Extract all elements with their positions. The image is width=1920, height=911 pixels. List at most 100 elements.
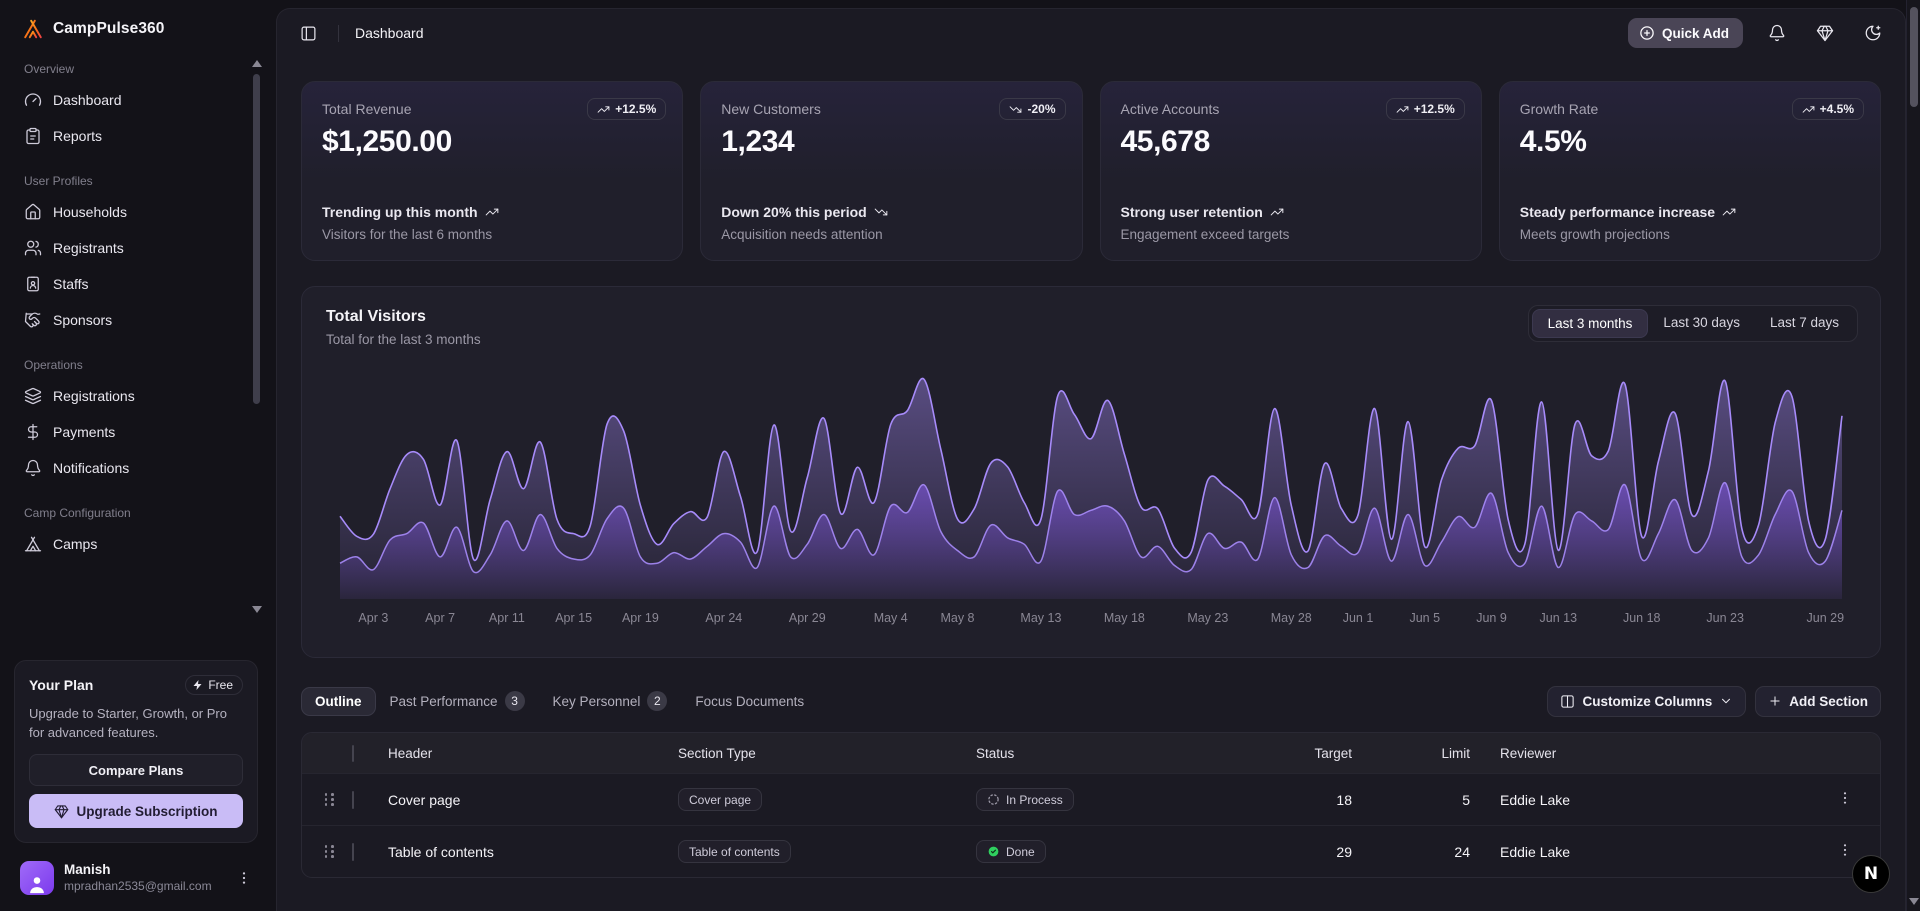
col-reviewer: Reviewer	[1500, 745, 1557, 761]
avatar	[20, 861, 54, 895]
sidebar-item-staffs[interactable]: Staffs	[14, 266, 258, 302]
sidebar-scroll-up-arrow[interactable]	[252, 60, 262, 67]
plus-icon	[1768, 694, 1782, 708]
home-icon	[24, 203, 42, 221]
total-visitors-card: Total Visitors Total for the last 3 mont…	[301, 286, 1881, 658]
sidebar-item-dashboard[interactable]: Dashboard	[14, 82, 258, 118]
tent-icon	[24, 535, 42, 553]
stat-trend-badge: -20%	[999, 98, 1066, 120]
row-checkbox[interactable]	[352, 790, 354, 809]
x-tick-label: Jun 18	[1622, 611, 1661, 625]
row-header-cell[interactable]: Cover page	[388, 791, 461, 808]
brand-name: CampPulse360	[53, 20, 165, 37]
sidebar-scrollbar-thumb[interactable]	[253, 74, 260, 404]
tab-past-performance[interactable]: Past Performance 3	[376, 684, 539, 718]
select-all-checkbox[interactable]	[352, 744, 354, 762]
target-cell[interactable]: 18	[1336, 791, 1352, 808]
clipboard-icon	[24, 127, 42, 145]
brand[interactable]: CampPulse360	[14, 14, 258, 42]
stat-title: Total Revenue	[322, 101, 412, 117]
stat-title: Growth Rate	[1519, 101, 1599, 117]
range-last-7-days[interactable]: Last 7 days	[1769, 315, 1839, 330]
row-header-cell[interactable]: Table of contents	[388, 843, 494, 860]
limit-cell[interactable]: 5	[1462, 791, 1470, 808]
sidebar-item-reports[interactable]: Reports	[14, 118, 258, 154]
bell-icon	[24, 459, 42, 477]
add-section-button[interactable]: Add Section	[1755, 685, 1881, 717]
trending-up-icon	[1270, 205, 1284, 219]
page-scroll-down-arrow[interactable]	[1909, 898, 1919, 905]
compare-plans-button[interactable]: Compare Plans	[29, 754, 243, 786]
sidebar-item-registrations[interactable]: Registrations	[14, 378, 258, 414]
x-tick-label: Apr 7	[425, 611, 456, 625]
chart-title: Total Visitors	[326, 308, 426, 325]
sidebar-item-notifications[interactable]: Notifications	[14, 450, 258, 486]
upgrade-subscription-button[interactable]: Upgrade Subscription	[29, 794, 243, 828]
x-tick-label: May 28	[1270, 611, 1312, 625]
table-row[interactable]: Table of contents Table of contents Done…	[302, 825, 1880, 877]
x-tick-label: May 23	[1187, 611, 1229, 625]
stat-trend-badge: +12.5%	[587, 98, 667, 120]
stat-value: 45,678	[1120, 125, 1211, 158]
id-badge-icon	[24, 275, 42, 293]
target-cell[interactable]: 29	[1336, 843, 1352, 860]
col-target: Target	[1314, 745, 1352, 761]
trending-down-icon	[874, 205, 888, 219]
tab-focus-documents[interactable]: Focus Documents	[695, 693, 805, 709]
x-tick-label: May 18	[1103, 611, 1145, 625]
status-badge-done: Done	[976, 840, 1046, 863]
time-range-toggle: Last 3 months Last 30 days Last 7 days	[1527, 305, 1858, 342]
reviewer-cell[interactable]: Eddie Lake	[1500, 843, 1571, 860]
gem-button[interactable]	[1811, 19, 1839, 47]
sidebar-scroll-down-arrow[interactable]	[252, 606, 262, 613]
reviewer-cell[interactable]: Eddie Lake	[1500, 791, 1571, 808]
stat-title: New Customers	[721, 101, 821, 117]
row-menu-icon[interactable]	[1816, 790, 1874, 809]
sidebar-item-sponsors[interactable]: Sponsors	[14, 302, 258, 338]
notifications-bell-button[interactable]	[1763, 19, 1791, 47]
topbar: Dashboard Quick Add	[277, 9, 1905, 57]
circle-plus-icon	[1639, 25, 1655, 41]
nextjs-dev-badge[interactable]: N	[1852, 855, 1890, 893]
sidebar-item-camps[interactable]: Camps	[14, 526, 258, 562]
drag-handle-icon[interactable]	[308, 793, 352, 806]
range-last-3-months[interactable]: Last 3 months	[1531, 309, 1649, 338]
stat-title: Active Accounts	[1120, 101, 1220, 117]
stat-card-total-revenue: Total Revenue +12.5% $1,250.00 Trending …	[301, 81, 684, 261]
page-scrollbar[interactable]	[1906, 0, 1920, 911]
table-row[interactable]: Cover page Cover page In Process 18 5 Ed…	[302, 773, 1880, 825]
x-tick-label: Jun 23	[1706, 611, 1744, 625]
sidebar-item-payments[interactable]: Payments	[14, 414, 258, 450]
nav-group-label-camp-configuration: Camp Configuration	[24, 506, 131, 520]
plan-free-badge: Free	[185, 675, 243, 696]
limit-cell[interactable]: 24	[1454, 843, 1470, 860]
dollar-icon	[24, 423, 42, 441]
x-tick-label: Jun 13	[1539, 611, 1578, 625]
range-last-30-days[interactable]: Last 30 days	[1663, 315, 1740, 330]
user-profile[interactable]: Manish mpradhan2535@gmail.com	[14, 857, 258, 897]
trending-up-icon	[485, 205, 499, 219]
tab-outline[interactable]: Outline	[301, 686, 376, 716]
sidebar-item-households[interactable]: Households	[14, 194, 258, 230]
quick-add-button[interactable]: Quick Add	[1627, 18, 1743, 48]
customize-columns-button[interactable]: Customize Columns	[1547, 685, 1747, 717]
drag-handle-icon[interactable]	[308, 845, 352, 858]
trending-up-icon	[1722, 205, 1736, 219]
sections-table: Header Section Type Status Target Limit …	[301, 732, 1881, 878]
sidebar-toggle-button[interactable]	[295, 20, 322, 47]
user-menu-icon[interactable]	[232, 866, 256, 890]
row-menu-icon[interactable]	[1816, 842, 1874, 861]
theme-toggle-moon-icon[interactable]	[1859, 19, 1887, 47]
tab-key-personnel[interactable]: Key Personnel 2	[539, 684, 682, 718]
sidebar-item-registrants[interactable]: Registrants	[14, 230, 258, 266]
row-checkbox[interactable]	[352, 842, 354, 861]
stat-trend-badge: +12.5%	[1385, 98, 1465, 120]
x-tick-label: Apr 3	[358, 611, 389, 625]
columns-icon	[1560, 694, 1575, 709]
visitors-area-chart	[339, 377, 1843, 599]
sidebar-item-label: Dashboard	[53, 92, 122, 108]
page-scrollbar-thumb[interactable]	[1910, 7, 1918, 107]
stat-card-growth-rate: Growth Rate +4.5% 4.5% Steady performanc…	[1498, 81, 1881, 261]
trending-up-icon	[1802, 103, 1815, 116]
x-tick-label: Apr 29	[788, 611, 826, 625]
